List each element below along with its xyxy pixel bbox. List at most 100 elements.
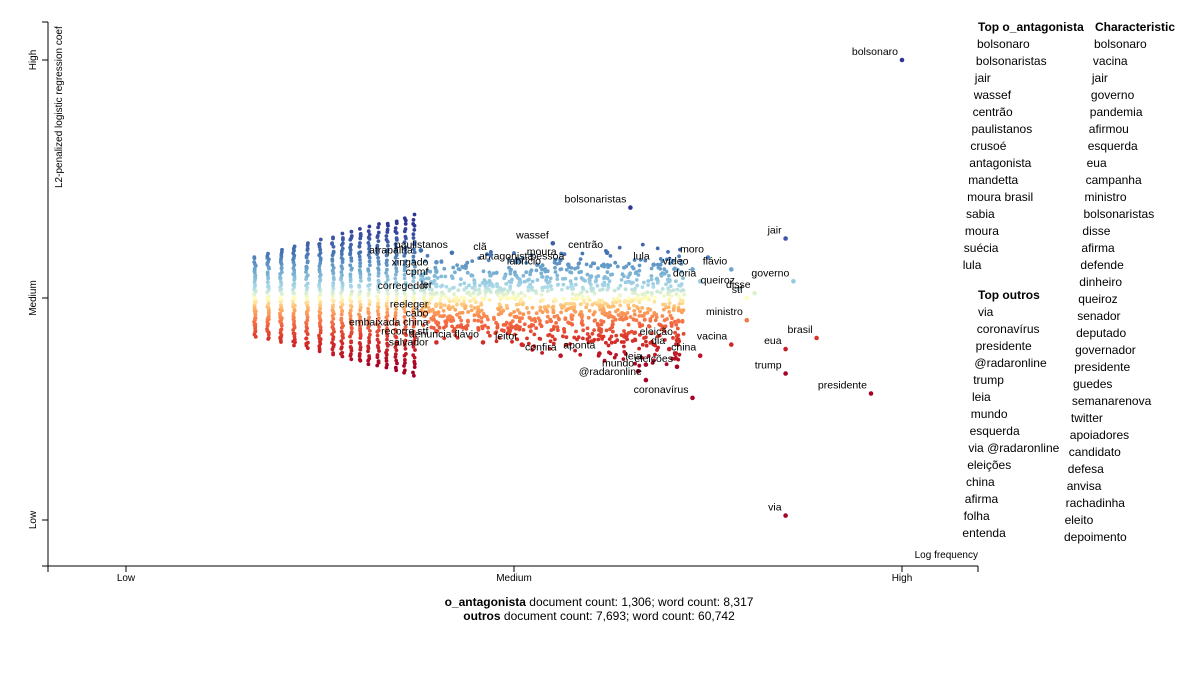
cloud-point (385, 307, 390, 311)
term-item[interactable]: eua (1086, 156, 1107, 170)
cloud-point (596, 266, 600, 271)
cloud-point (403, 281, 408, 285)
term-item[interactable]: mundo (970, 407, 1008, 421)
term-item[interactable]: dinheiro (1079, 275, 1122, 289)
term-item[interactable]: presidente (1074, 360, 1131, 374)
term-item[interactable]: defende (1080, 258, 1124, 272)
cloud-point (678, 308, 683, 313)
term-item[interactable]: campanha (1085, 173, 1142, 187)
term-item[interactable]: rachadinha (1065, 496, 1125, 510)
term-item[interactable]: pandemia (1089, 105, 1143, 119)
term-item[interactable]: jair (974, 71, 991, 85)
term-item[interactable]: suécia (963, 241, 999, 255)
labeled-point (566, 262, 571, 268)
term-item[interactable]: bolsonaristas (975, 54, 1047, 68)
term-item[interactable]: eleito (1064, 513, 1094, 527)
cloud-point (585, 289, 589, 294)
term-item[interactable]: esquerda (1087, 139, 1138, 153)
point-label: brasil (788, 324, 813, 336)
labeled-point (643, 377, 649, 383)
cloud-point (318, 324, 322, 328)
cloud-point (551, 341, 556, 346)
point-label: leitor (495, 331, 518, 343)
cloud-point (619, 333, 624, 337)
term-item[interactable]: depoimento (1064, 530, 1127, 544)
cloud-point (375, 309, 380, 314)
term-item[interactable]: wassef (973, 88, 1012, 102)
term-item[interactable]: @radaronline (974, 356, 1047, 370)
term-item[interactable]: entenda (962, 526, 1006, 540)
term-item[interactable]: anvisa (1066, 479, 1102, 493)
term-item[interactable]: afirmou (1088, 122, 1129, 136)
cloud-point (516, 283, 521, 288)
cloud-point (376, 287, 380, 292)
term-item[interactable]: folha (963, 509, 990, 523)
term-item[interactable]: via (978, 305, 994, 319)
term-item[interactable]: defesa (1067, 462, 1104, 476)
term-item[interactable]: paulistanos (971, 122, 1033, 136)
term-item[interactable]: via @radaronline (968, 441, 1060, 455)
term-item[interactable]: china (966, 475, 995, 489)
cloud-point (426, 305, 431, 310)
term-item[interactable]: crusoé (970, 139, 1007, 153)
term-item[interactable]: sabia (966, 207, 995, 221)
term-item[interactable]: governo (1090, 88, 1135, 102)
cloud-point (578, 352, 583, 357)
term-item[interactable]: moura (964, 224, 999, 238)
term-item[interactable]: afirma (1081, 241, 1115, 255)
term-item[interactable]: trump (973, 373, 1004, 387)
term-item[interactable]: semanarenova (1071, 394, 1152, 408)
cloud-point (622, 350, 627, 354)
cloud-point (523, 293, 527, 298)
term-item[interactable]: leia (972, 390, 991, 404)
cloud-point (568, 342, 572, 346)
cloud-point (530, 305, 535, 310)
cloud-point (553, 265, 557, 270)
term-item[interactable]: apoiadores (1069, 428, 1130, 442)
term-item[interactable]: coronavírus (976, 322, 1040, 336)
term-item[interactable]: queiroz (1078, 292, 1118, 306)
cloud-point (669, 324, 674, 328)
cloud-point (292, 334, 297, 339)
term-item[interactable]: afirma (964, 492, 999, 506)
term-item[interactable]: moura brasil (967, 190, 1034, 204)
cloud-point (422, 294, 427, 298)
term-item[interactable]: bolsonaro (1094, 37, 1147, 51)
term-item[interactable]: lula (962, 258, 982, 272)
term-item[interactable]: bolsonaristas (1083, 207, 1155, 221)
term-item[interactable]: candidato (1068, 445, 1121, 459)
term-item[interactable]: deputado (1076, 326, 1127, 340)
cloud-point (367, 244, 372, 248)
cloud-point (528, 316, 532, 320)
cloud-point (621, 311, 625, 316)
cloud-point (455, 312, 459, 317)
cloud-point (411, 232, 416, 237)
term-item[interactable]: twitter (1070, 411, 1103, 425)
term-item[interactable]: vacina (1092, 54, 1128, 68)
term-item[interactable]: governador (1075, 343, 1136, 357)
cloud-point (350, 289, 354, 294)
cloud-point (459, 302, 464, 307)
cloud-point (358, 345, 363, 349)
cloud-point (524, 270, 529, 275)
term-item[interactable]: senador (1077, 309, 1121, 323)
term-item[interactable]: guedes (1073, 377, 1113, 391)
cloud-point (638, 309, 642, 314)
term-item[interactable]: disse (1082, 224, 1111, 238)
cloud-point (385, 332, 389, 336)
term-item[interactable]: jair (1091, 71, 1108, 85)
term-item[interactable]: mandetta (968, 173, 1019, 187)
point-label: disse (726, 279, 751, 291)
cloud-point (317, 282, 321, 287)
cloud-point (491, 284, 495, 289)
cloud-point (546, 333, 550, 338)
term-item[interactable]: ministro (1084, 190, 1127, 204)
term-item[interactable]: presidente (975, 339, 1032, 353)
cloud-point (572, 302, 577, 307)
term-item[interactable]: centrão (972, 105, 1013, 119)
term-item[interactable]: eleições (967, 458, 1012, 472)
term-item[interactable]: bolsonaro (977, 37, 1030, 51)
term-item[interactable]: esquerda (969, 424, 1020, 438)
cloud-point (679, 269, 684, 274)
term-item[interactable]: antagonista (969, 156, 1032, 170)
